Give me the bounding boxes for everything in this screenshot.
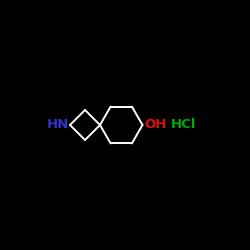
Text: HCl: HCl [171, 118, 196, 132]
Text: HN: HN [46, 118, 69, 132]
Text: OH: OH [144, 118, 167, 132]
